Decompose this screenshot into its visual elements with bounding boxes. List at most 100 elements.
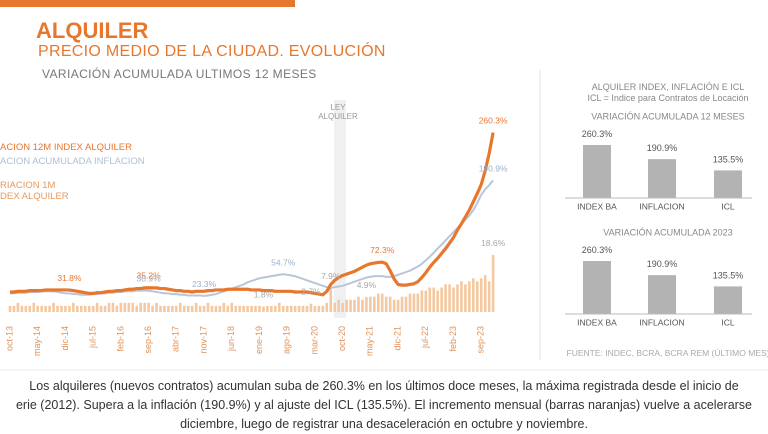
bar xyxy=(214,305,218,312)
bar xyxy=(87,305,91,312)
bar xyxy=(12,305,16,312)
x-tick-label: INDEX BA xyxy=(577,317,617,327)
bar xyxy=(198,305,202,312)
bar xyxy=(313,305,317,312)
bar xyxy=(115,305,119,312)
bar xyxy=(464,284,467,312)
bar xyxy=(190,305,194,312)
bar xyxy=(376,293,380,312)
footer-line: diciembre, luego de registrar una desace… xyxy=(180,417,588,431)
bar xyxy=(317,305,321,312)
bar xyxy=(159,305,162,312)
x-tick-label: jun-18 xyxy=(226,326,236,352)
bar xyxy=(16,302,20,312)
legend-entry: RIACION 1M DEX ALQUILER xyxy=(0,180,69,202)
bar xyxy=(388,296,392,312)
bar xyxy=(210,305,214,312)
x-tick-label: oct-20 xyxy=(337,326,347,351)
law-band xyxy=(334,100,346,318)
bar xyxy=(194,302,198,312)
bar xyxy=(155,302,158,312)
bar xyxy=(357,296,360,312)
bar xyxy=(270,305,273,312)
bar xyxy=(186,305,190,312)
x-tick-label: ICL xyxy=(721,201,735,211)
bar xyxy=(321,305,325,312)
bar xyxy=(337,299,340,312)
bar xyxy=(583,145,611,198)
data-label: 18.6% xyxy=(481,238,506,248)
data-label: 35.2% xyxy=(137,271,162,281)
bar xyxy=(95,302,99,312)
bar xyxy=(472,278,475,312)
subtitle: PRECIO MEDIO DE LA CIUDAD. EVOLUCIÓN xyxy=(38,43,386,60)
bar xyxy=(325,302,329,312)
bar xyxy=(20,305,24,312)
bar xyxy=(349,299,352,312)
bar xyxy=(274,305,277,312)
bar xyxy=(285,305,289,312)
bar xyxy=(420,290,424,312)
bar xyxy=(361,299,364,312)
bar xyxy=(24,305,28,312)
x-tick-label: abr-17 xyxy=(171,326,181,352)
bar xyxy=(163,305,166,312)
bar xyxy=(103,305,107,312)
header-bar xyxy=(0,0,295,7)
bar xyxy=(416,293,420,312)
bar xyxy=(250,305,253,312)
bar xyxy=(139,302,142,312)
bar xyxy=(8,305,12,312)
x-tick-label: mar-20 xyxy=(309,326,319,355)
data-label: 31.8% xyxy=(57,273,82,283)
bar xyxy=(234,305,238,312)
bar xyxy=(380,293,384,312)
bar xyxy=(404,296,408,312)
bar xyxy=(226,305,230,312)
bar xyxy=(230,302,234,312)
footer-line: Los alquileres (nuevos contratos) acumul… xyxy=(29,379,739,393)
bar xyxy=(72,302,75,312)
x-tick-label: may-21 xyxy=(365,326,375,356)
bar xyxy=(151,305,154,312)
bar xyxy=(40,305,43,312)
x-tick-label: INFLACION xyxy=(639,317,684,327)
bar xyxy=(305,305,309,312)
bar xyxy=(297,305,301,312)
bar xyxy=(456,284,459,312)
x-tick-label: INDEX BA xyxy=(577,201,617,211)
bar xyxy=(238,305,241,312)
x-tick-label: dic-14 xyxy=(60,326,70,351)
bar xyxy=(468,281,471,312)
bar xyxy=(222,302,226,312)
bar xyxy=(246,305,249,312)
chart-title: VARIACIÓN ACUMULADA 12 MESES xyxy=(591,111,744,121)
bar xyxy=(99,305,103,312)
bar xyxy=(432,287,436,312)
bar xyxy=(218,305,222,312)
bar xyxy=(444,284,447,312)
footer-line: erie (2012). Supera a la inflación (190.… xyxy=(15,398,753,412)
bar xyxy=(487,281,491,312)
data-label: 54.7% xyxy=(271,257,296,267)
data-label: 4.9% xyxy=(357,280,377,290)
data-label: 260.3% xyxy=(479,116,508,126)
bar xyxy=(460,281,463,312)
bar xyxy=(254,305,257,312)
bar xyxy=(119,302,123,312)
x-tick-label: sep-23 xyxy=(476,326,486,354)
bar xyxy=(412,293,416,312)
bar xyxy=(483,275,487,312)
x-tick-label: jul-22 xyxy=(420,326,430,349)
chart-title: VARIACIÓN ACUMULADA 2023 xyxy=(603,227,732,237)
data-label: 30.9% xyxy=(137,274,162,284)
data-label: 135.5% xyxy=(713,270,744,280)
bar xyxy=(28,305,32,312)
bar xyxy=(91,305,95,312)
data-label: 7.9% xyxy=(321,271,341,281)
bar xyxy=(436,290,439,312)
bar xyxy=(206,302,210,312)
data-label: 190.9% xyxy=(647,143,678,153)
data-label: 260.3% xyxy=(582,129,613,139)
footer: Los alquileres (nuevos contratos) acumul… xyxy=(0,377,768,434)
